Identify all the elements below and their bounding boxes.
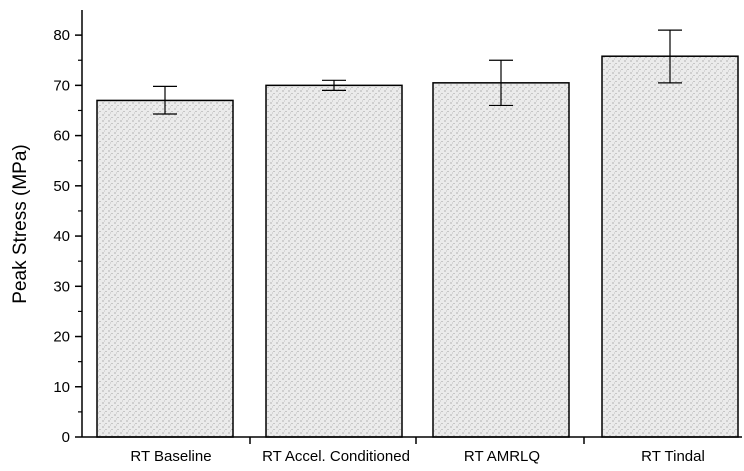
bars [96,55,739,438]
y-tick-label: 70 [53,77,70,94]
y-tick-label: 30 [53,278,70,295]
axes: 0 10 20 30 40 50 60 70 80 RT Baseline RT Accel. C… [53,10,742,465]
y-tick-label: 80 [53,27,70,44]
x-ticks [249,437,585,444]
error-bars [153,29,682,115]
bar [432,82,570,438]
y-tick-label: 20 [53,329,70,346]
bar [96,99,234,438]
y-tick-label: 0 [62,429,70,446]
error-bar [489,59,513,107]
x-category-label: RT AMRLQ [464,448,540,465]
error-bar [153,85,177,115]
x-tick-labels: RT Baseline RT Accel. Conditioned RT AMRLQ… [130,448,704,465]
y-tick-label: 60 [53,128,70,145]
y-tick-label: 10 [53,379,70,396]
x-category-label: RT Baseline [130,448,211,465]
y-ticks [75,34,82,438]
x-category-label: RT Tindal [641,448,705,465]
y-tick-labels: 0 10 20 30 40 50 60 70 80 [53,27,70,446]
error-bar [322,79,346,91]
error-bar [658,29,682,84]
bar [265,84,403,438]
y-tick-label: 40 [53,228,70,245]
y-axis-title: Peak Stress (MPa) [10,144,31,303]
bar [601,55,739,438]
x-category-label: RT Accel. Conditioned [262,448,410,465]
y-tick-label: 50 [53,178,70,195]
